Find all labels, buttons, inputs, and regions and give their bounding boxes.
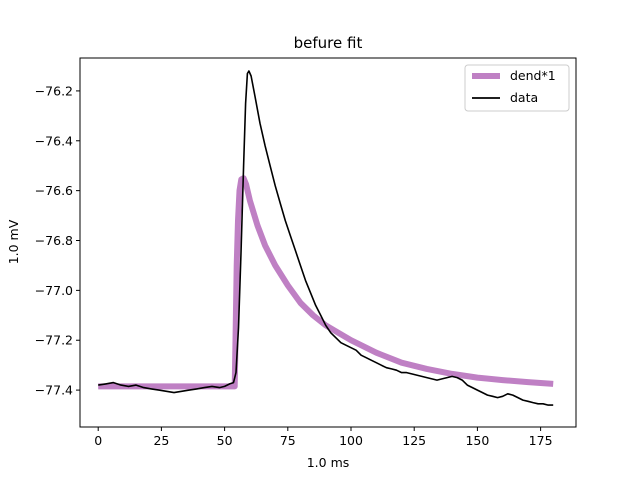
x-tick-label: 100 [339, 433, 363, 448]
series-line-dend [98, 175, 554, 390]
x-tick-label: 0 [94, 433, 102, 448]
plot-area [98, 70, 554, 406]
x-tick-label: 25 [153, 433, 169, 448]
x-tick-label: 125 [402, 433, 426, 448]
axes-frame [79, 57, 577, 428]
y-tick-label: −77.4 [35, 383, 73, 398]
y-tick-label: −76.2 [35, 83, 73, 98]
legend-label-dend: dend*1 [510, 68, 556, 83]
x-tick-label: 50 [217, 433, 233, 448]
legend-label-data: data [510, 90, 538, 105]
y-tick-label: −76.4 [35, 133, 73, 148]
y-tick-label: −76.8 [35, 233, 73, 248]
series-line-data [98, 70, 554, 406]
x-axis: 0 25 50 75 100 125 150 175 [94, 427, 553, 448]
y-tick-label: −76.6 [35, 183, 73, 198]
x-axis-label: 1.0 ms [307, 455, 350, 470]
x-tick-label: 75 [280, 433, 296, 448]
x-tick-label: 150 [465, 433, 489, 448]
x-tick-label: 175 [529, 433, 553, 448]
y-axis: −77.4 −77.2 −77.0 −76.8 −76.6 −76.4 −76.2 [35, 83, 80, 398]
y-tick-label: −77.2 [35, 333, 73, 348]
y-axis-label: 1.0 mV [6, 219, 21, 264]
legend: dend*1 data [464, 64, 570, 112]
y-tick-label: −77.0 [35, 283, 73, 298]
chart-title: befure fit [294, 34, 363, 52]
